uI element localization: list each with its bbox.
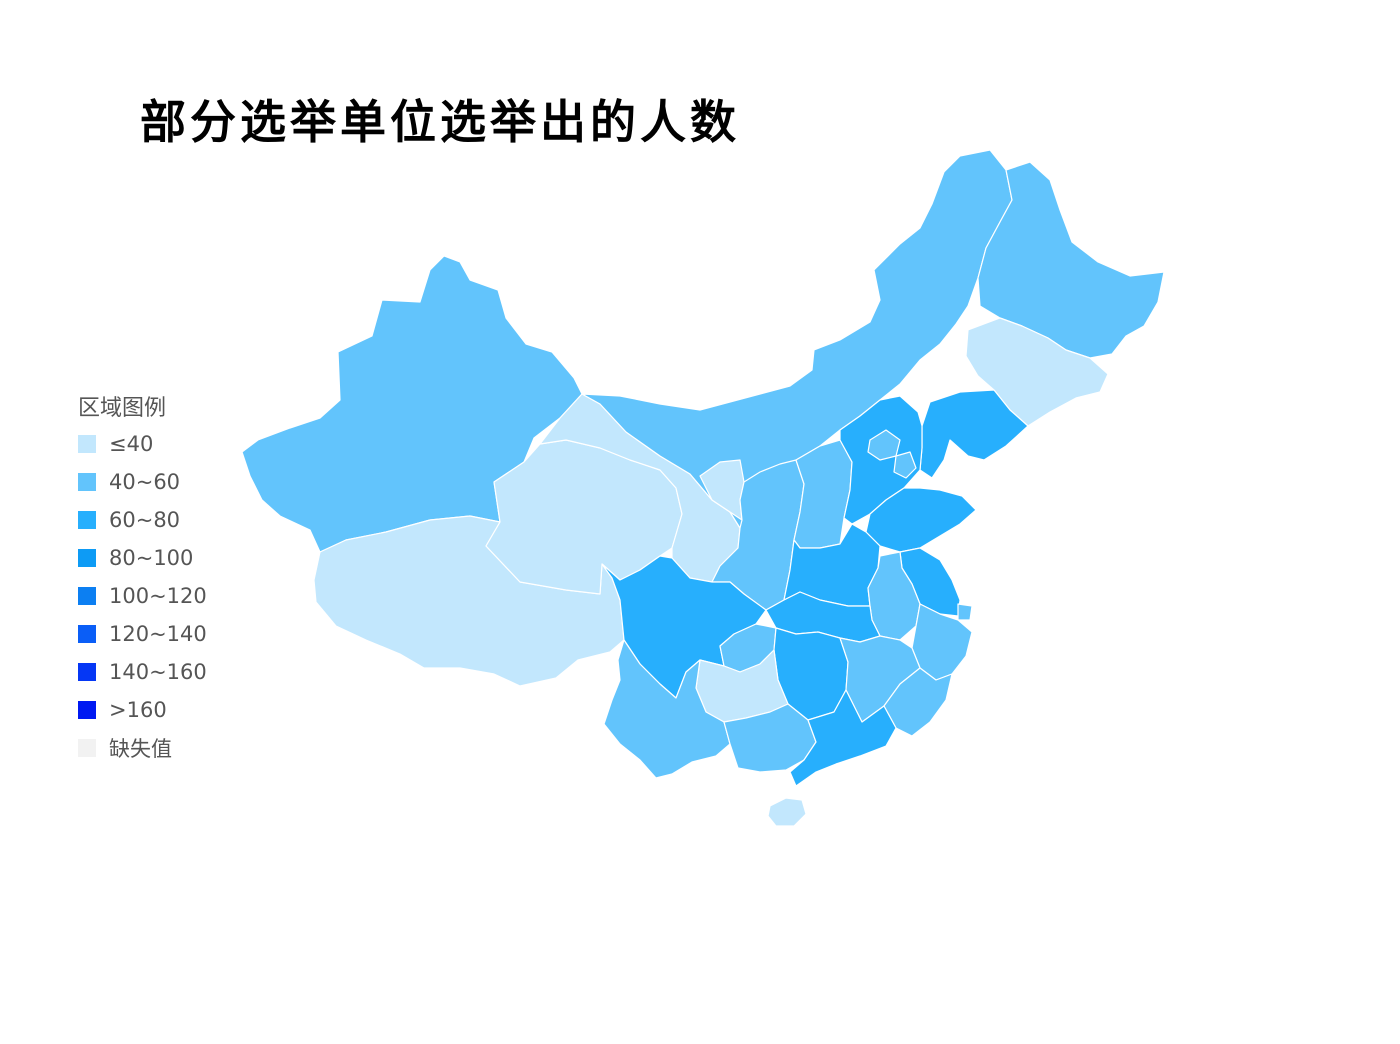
legend-swatch <box>78 435 96 453</box>
legend-item[interactable]: >160 <box>78 698 167 722</box>
legend-swatch <box>78 587 96 605</box>
legend-label: >160 <box>109 698 167 722</box>
legend-swatch <box>78 663 96 681</box>
region-guangdong[interactable] <box>789 689 897 787</box>
region-shanxi[interactable] <box>793 439 853 549</box>
legend-swatch <box>78 549 96 567</box>
legend-label: 140~160 <box>109 660 207 684</box>
legend-swatch <box>78 625 96 643</box>
region-heilongjiang[interactable] <box>977 161 1165 359</box>
legend-item[interactable]: 120~140 <box>78 622 207 646</box>
legend-swatch <box>78 473 96 491</box>
legend-item[interactable]: 80~100 <box>78 546 193 570</box>
region-yunnan[interactable] <box>603 639 731 779</box>
region-fujian[interactable] <box>883 667 953 737</box>
legend-label: 80~100 <box>109 546 194 570</box>
legend-item[interactable]: ≤40 <box>78 432 153 456</box>
legend-label: 缺失值 <box>109 737 172 761</box>
legend-item[interactable]: 60~80 <box>78 508 180 532</box>
legend-item[interactable]: 缺失值 <box>78 736 172 761</box>
legend-label: 120~140 <box>109 622 207 646</box>
legend-label: ≤40 <box>109 432 154 456</box>
region-tianjin[interactable] <box>893 451 917 479</box>
legend-item[interactable]: 100~120 <box>78 584 207 608</box>
legend-swatch <box>78 739 96 757</box>
legend-title: 区域图例 <box>78 396 167 421</box>
legend: 区域图例 ≤40 40~60 60~80 80~100 100~120 120~140 14… <box>46 370 226 780</box>
legend-swatch <box>78 511 96 529</box>
map-title: 部分选举单位选举出的人数 <box>140 95 740 149</box>
legend-label: 100~120 <box>109 584 207 608</box>
region-hainan[interactable] <box>767 797 807 827</box>
legend-item[interactable]: 140~160 <box>78 660 207 684</box>
legend-label: 60~80 <box>109 508 181 532</box>
legend-label: 40~60 <box>109 470 181 494</box>
region-shandong[interactable] <box>865 487 977 553</box>
legend-item[interactable]: 40~60 <box>78 470 180 494</box>
legend-swatch <box>78 701 96 719</box>
region-shanghai[interactable] <box>957 603 973 621</box>
